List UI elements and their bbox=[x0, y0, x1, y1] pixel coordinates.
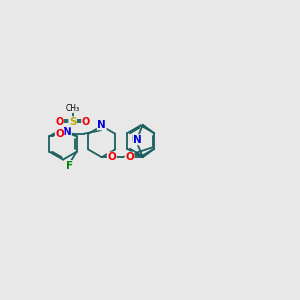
Text: CH₃: CH₃ bbox=[65, 103, 80, 112]
Text: F: F bbox=[66, 160, 74, 171]
Text: O: O bbox=[55, 129, 64, 139]
Text: N: N bbox=[97, 120, 106, 130]
Text: H: H bbox=[60, 128, 66, 137]
Text: N: N bbox=[133, 135, 142, 145]
Text: S: S bbox=[69, 117, 76, 127]
Text: O: O bbox=[107, 152, 116, 162]
Text: O: O bbox=[55, 117, 64, 127]
Text: O: O bbox=[125, 152, 134, 162]
Text: N: N bbox=[62, 127, 71, 137]
Text: H: H bbox=[131, 135, 137, 144]
Text: O: O bbox=[82, 117, 90, 127]
